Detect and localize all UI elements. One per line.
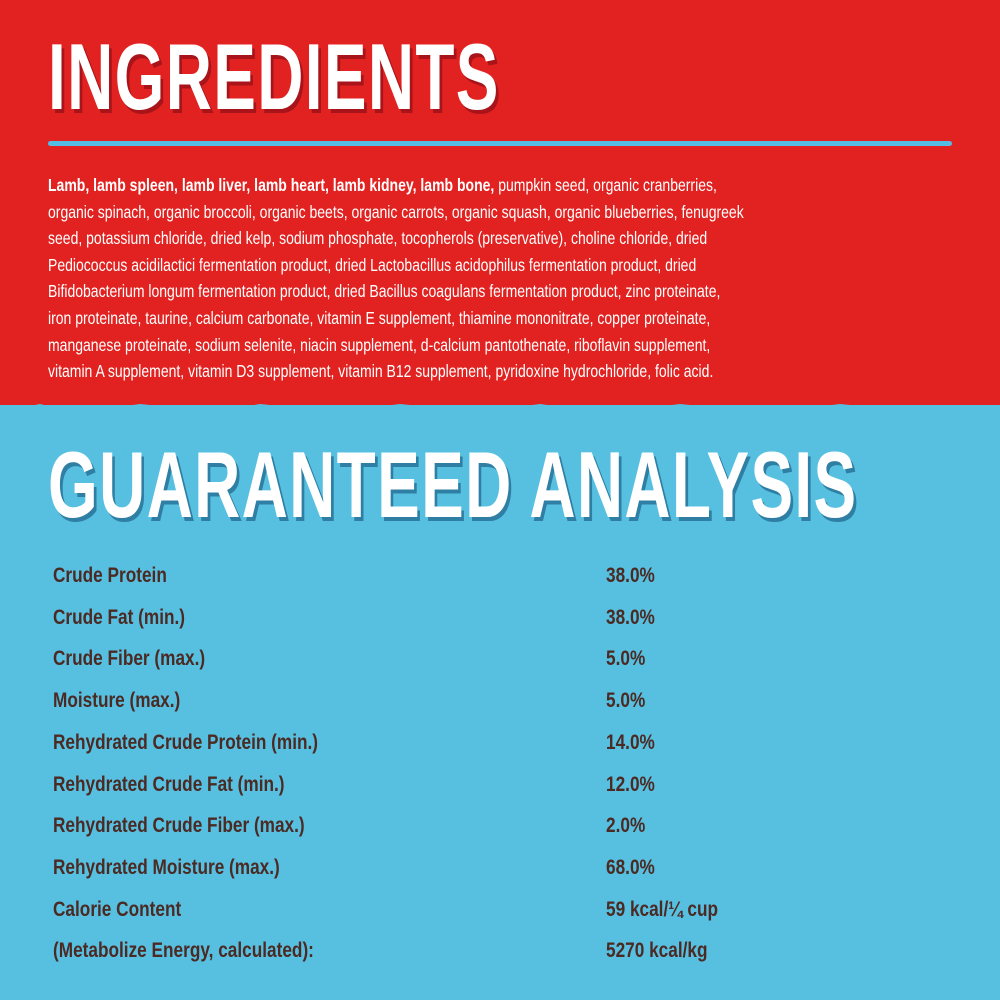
- analysis-row: Calorie Content 59 kcal/¼ cup: [53, 895, 718, 925]
- analysis-value: 68.0%: [606, 855, 655, 879]
- analysis-section: [0, 405, 1000, 1000]
- ingredients-line: organic spinach, organic broccoli, organ…: [48, 201, 744, 222]
- analysis-label: Rehydrated Crude Protein (min.): [53, 730, 319, 754]
- analysis-row: Crude Fat (min.) 38.0%: [53, 603, 655, 633]
- ingredients-line: Lamb, lamb spleen, lamb liver, lamb hear…: [48, 172, 744, 199]
- analysis-value: 5.0%: [606, 647, 646, 671]
- analysis-label: Crude Fiber (max.): [53, 647, 206, 671]
- ingredients-section: [0, 0, 1000, 410]
- analysis-value: 2.0%: [606, 814, 646, 838]
- analysis-label: (Metabolize Energy, calculated):: [53, 939, 314, 963]
- analysis-value: 38.0%: [606, 605, 655, 629]
- ingredients-line: Pediococcus acidilactici fermentation pr…: [48, 254, 697, 275]
- analysis-label: Rehydrated Moisture (max.): [53, 855, 280, 879]
- analysis-label: Crude Fat (min.): [53, 605, 186, 629]
- analysis-value: 5.0%: [606, 689, 646, 713]
- ingredients-line: iron proteinate, taurine, calcium carbon…: [48, 307, 711, 328]
- ingredients-line: Bifidobacterium longum fermentation prod…: [48, 281, 721, 302]
- analysis-row: Rehydrated Crude Fat (min.) 12.0%: [53, 770, 655, 800]
- analysis-row: Rehydrated Moisture (max.) 68.0%: [53, 853, 655, 883]
- analysis-label: Crude Protein: [53, 564, 167, 587]
- analysis-label: Rehydrated Crude Fiber (max.): [53, 814, 305, 838]
- torn-edge-divider: [0, 404, 1000, 414]
- analysis-label: Calorie Content: [53, 897, 182, 921]
- analysis-row: Rehydrated Crude Protein (min.) 14.0%: [53, 728, 655, 758]
- analysis-value: 38.0%: [606, 564, 655, 587]
- analysis-value: 14.0%: [606, 730, 655, 754]
- ingredients-list: Lamb, lamb spleen, lamb liver, lamb hear…: [48, 172, 918, 385]
- ingredients-main-proteins: Lamb, lamb spleen, lamb liver, lamb hear…: [48, 175, 495, 195]
- ingredients-text: pumpkin seed, organic cranberries,: [494, 175, 717, 195]
- ingredients-title: INGREDIENTS: [48, 24, 500, 129]
- ingredients-line: seed, potassium chloride, dried kelp, so…: [48, 228, 708, 249]
- analysis-title: GUARANTEED ANALYSIS: [48, 432, 858, 537]
- analysis-row: Moisture (max.) 5.0%: [53, 686, 645, 716]
- analysis-row: Crude Protein 38.0%: [53, 561, 655, 591]
- analysis-value: 5270 kcal/kg: [606, 939, 708, 963]
- analysis-row: Crude Fiber (max.) 5.0%: [53, 644, 645, 674]
- analysis-label: Moisture (max.): [53, 689, 181, 713]
- analysis-row: (Metabolize Energy, calculated): 5270 kca…: [53, 936, 707, 966]
- title-underline: [48, 141, 952, 146]
- analysis-label: Rehydrated Crude Fat (min.): [53, 772, 285, 796]
- analysis-value: 59 kcal/¼ cup: [606, 897, 719, 921]
- analysis-value: 12.0%: [606, 772, 655, 796]
- ingredients-line: vitamin A supplement, vitamin D3 supplem…: [48, 361, 714, 382]
- ingredients-line: manganese proteinate, sodium selenite, n…: [48, 334, 711, 355]
- analysis-row: Rehydrated Crude Fiber (max.) 2.0%: [53, 811, 645, 841]
